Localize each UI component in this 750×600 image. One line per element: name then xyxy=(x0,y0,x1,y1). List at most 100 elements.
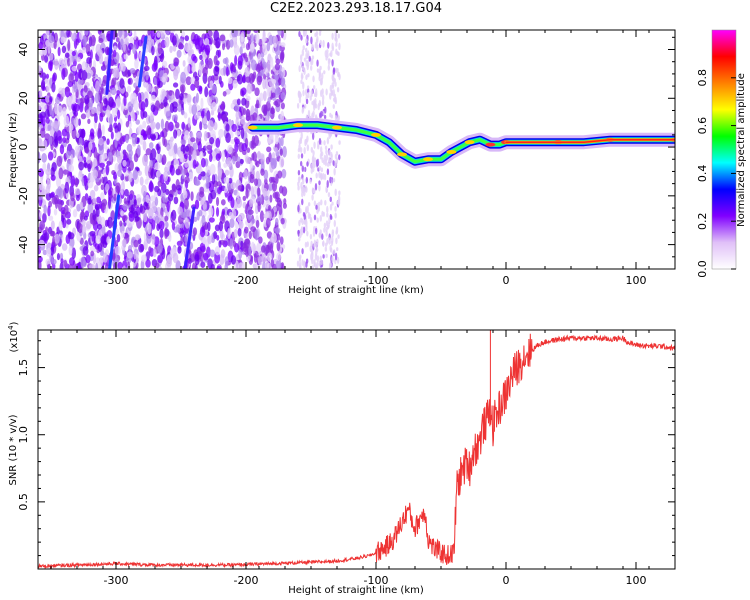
noise-speck xyxy=(187,49,192,57)
noise-speck xyxy=(126,158,130,168)
noise-speck xyxy=(268,176,274,184)
colorbar-tick-label: 0.6 xyxy=(696,117,709,135)
noise-speck xyxy=(237,227,242,237)
noise-speck xyxy=(127,244,133,252)
noise-speck xyxy=(223,162,228,168)
noise-speck xyxy=(248,198,254,208)
noise-speck xyxy=(98,137,104,146)
noise-speck xyxy=(180,236,184,245)
noise-speck xyxy=(247,209,254,215)
noise-speck xyxy=(49,103,53,116)
noise-speck xyxy=(266,146,272,153)
noise-speck xyxy=(60,36,66,44)
noise-speck xyxy=(213,65,220,77)
noise-speck xyxy=(143,201,148,211)
noise-speck xyxy=(330,90,334,97)
noise-speck xyxy=(50,191,55,198)
noise-speck xyxy=(242,195,247,202)
y-tick-label: 1.5 xyxy=(17,359,30,377)
y-tick-label: 40 xyxy=(17,43,30,57)
noise-speck xyxy=(204,86,209,98)
noise-speck xyxy=(181,121,186,131)
noise-speck xyxy=(121,135,127,142)
noise-speck xyxy=(320,199,323,206)
noise-speck xyxy=(180,109,185,116)
noise-speck xyxy=(250,33,255,45)
noise-speck xyxy=(316,238,319,245)
noise-speck xyxy=(316,217,319,223)
noise-speck xyxy=(95,262,99,269)
noise-speck xyxy=(38,168,45,177)
noise-speck xyxy=(326,212,329,218)
noise-speck xyxy=(298,256,302,263)
noise-speck xyxy=(38,248,41,255)
noise-speck xyxy=(99,162,105,168)
noise-speck xyxy=(324,50,327,58)
noise-speck xyxy=(242,74,246,83)
ridge-hotspot xyxy=(332,125,342,130)
noise-speck xyxy=(44,133,51,141)
noise-speck xyxy=(329,203,333,211)
noise-speck xyxy=(172,44,177,52)
noise-speck xyxy=(66,131,70,141)
noise-speck xyxy=(257,201,261,213)
noise-speck xyxy=(325,88,328,96)
noise-speck xyxy=(166,200,170,213)
noise-speck xyxy=(239,158,244,165)
ridge-hotspot xyxy=(485,142,496,147)
noise-speck xyxy=(334,153,338,160)
noise-speck xyxy=(210,237,215,243)
noise-speck xyxy=(243,108,247,115)
noise-speck xyxy=(298,91,302,99)
noise-speck xyxy=(230,255,237,265)
noise-speck xyxy=(298,237,301,242)
noise-speck xyxy=(302,89,305,97)
noise-speck xyxy=(131,133,138,145)
noise-speck xyxy=(304,88,308,97)
noise-speck xyxy=(42,48,48,56)
noise-speck xyxy=(326,180,329,188)
noise-speck xyxy=(110,87,117,96)
noise-speck xyxy=(185,76,192,86)
noise-speck xyxy=(216,265,222,269)
noise-speck xyxy=(43,204,47,215)
noise-speck xyxy=(228,195,233,201)
noise-speck xyxy=(336,68,339,73)
noise-speck xyxy=(265,211,269,218)
noise-speck xyxy=(275,259,282,269)
noise-speck xyxy=(301,165,304,172)
noise-speck xyxy=(107,216,113,229)
noise-speck xyxy=(245,156,251,165)
noise-speck xyxy=(324,106,327,114)
noise-speck xyxy=(45,168,52,176)
noise-speck xyxy=(62,169,69,175)
noise-speck xyxy=(142,212,148,223)
noise-speck xyxy=(138,243,144,253)
noise-speck xyxy=(79,101,84,113)
noise-speck xyxy=(191,262,196,269)
noise-speck xyxy=(194,79,200,89)
noise-speck xyxy=(255,219,260,229)
spectrogram-ridge xyxy=(245,118,675,169)
noise-speck xyxy=(234,138,240,145)
noise-speck xyxy=(320,77,323,86)
noise-speck xyxy=(70,175,76,187)
noise-speck xyxy=(334,114,338,122)
x-tick-label: -100 xyxy=(364,274,389,287)
noise-speck xyxy=(61,128,68,137)
noise-speck xyxy=(312,99,316,107)
noise-speck xyxy=(198,209,203,217)
noise-speck xyxy=(300,72,304,81)
noise-speck xyxy=(260,245,266,253)
noise-speck xyxy=(273,205,277,213)
noise-speck xyxy=(72,208,78,218)
noise-speck xyxy=(245,42,250,51)
noise-speck xyxy=(300,131,303,140)
noise-speck xyxy=(38,232,41,240)
noise-speck xyxy=(318,260,321,267)
noise-speck xyxy=(319,152,323,160)
noise-speck xyxy=(274,191,280,200)
noise-speck xyxy=(175,179,180,188)
snr-background xyxy=(38,330,675,569)
noise-speck xyxy=(320,173,323,181)
